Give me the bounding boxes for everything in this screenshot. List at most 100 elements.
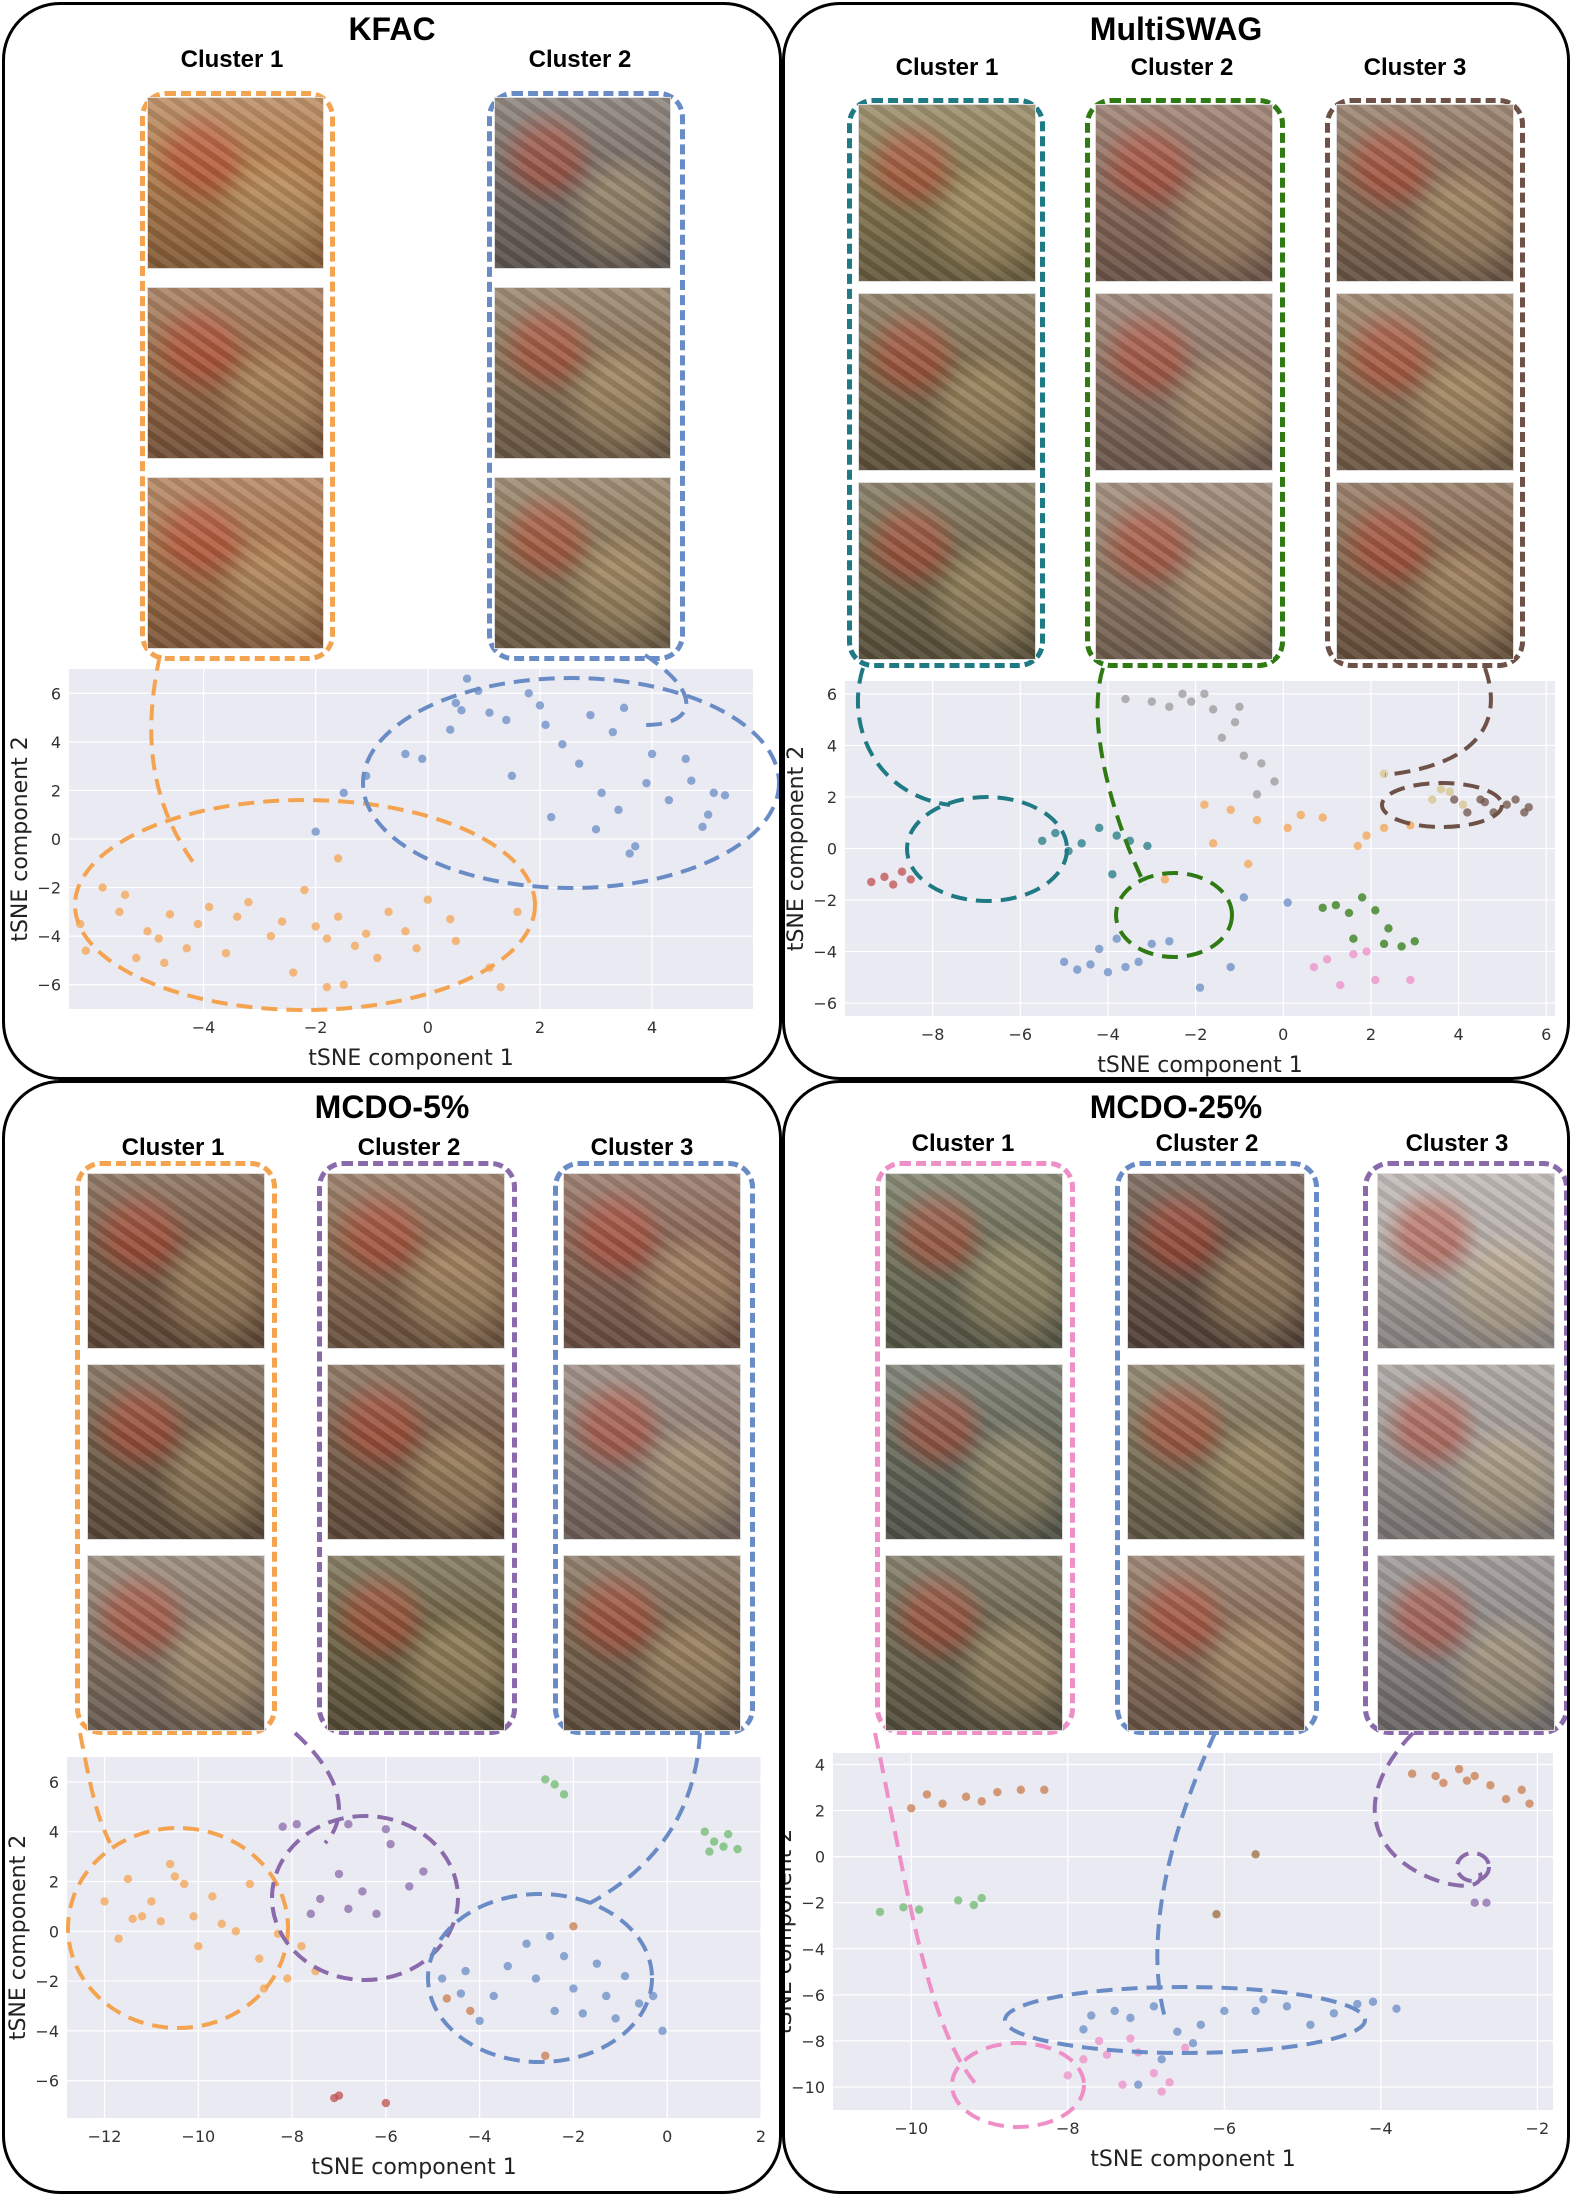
scatter-point — [541, 1775, 550, 1784]
cluster-1-frame — [75, 1161, 277, 1735]
scatter-point — [231, 1927, 241, 1936]
scatter-plot-mcdo-5: −12 −10 −8 −6 −4 −2 0 2 6 4 2 0 −2 −4 −6 tSNE component… — [6, 1731, 766, 2180]
scatter-point — [1086, 960, 1095, 969]
cluster-3-frame — [1325, 98, 1525, 668]
cluster-2-frame — [317, 1161, 517, 1735]
y-tick-label: 2 — [51, 781, 61, 800]
scatter-point — [545, 1932, 555, 1941]
scatter-point — [120, 890, 130, 900]
scatter-point — [193, 919, 203, 929]
scatter-point — [1077, 839, 1086, 848]
cluster-image — [494, 97, 671, 269]
cluster-image — [327, 1364, 505, 1540]
x-tick-label: −12 — [88, 2127, 122, 2146]
scatter-point — [1362, 947, 1371, 956]
y-axis-label: tSNE component 2 — [6, 1835, 31, 2040]
y-tick-label: −2 — [801, 1894, 825, 1913]
scatter-point — [914, 1905, 924, 1914]
scatter-point — [875, 1907, 885, 1917]
scatter-point — [687, 776, 696, 785]
scatter-point — [132, 953, 141, 963]
scatter-point — [1501, 1794, 1511, 1804]
y-tick-label: 0 — [815, 1848, 825, 1867]
cluster-image — [1336, 482, 1514, 660]
scatter-point — [1431, 1771, 1440, 1781]
scatter-point — [541, 2051, 550, 2060]
cluster-ellipse — [905, 795, 1069, 903]
cluster-ellipse — [73, 798, 537, 1012]
scatter-point — [1087, 2011, 1096, 2020]
cluster-2-frame — [1115, 1161, 1319, 1735]
cluster-ellipse — [426, 1892, 654, 2064]
cluster-image — [494, 477, 671, 649]
scatter-point — [522, 1939, 531, 1948]
y-tick-label: 0 — [49, 1922, 59, 1941]
scatter-point — [297, 1942, 306, 1951]
scatter-point — [664, 795, 674, 805]
scatter-point — [1165, 702, 1174, 711]
scatter-point — [1392, 2004, 1401, 2013]
scatter-point — [531, 1974, 541, 1983]
scatter-point — [446, 725, 455, 734]
scatter-point — [1147, 697, 1156, 706]
scatter-point — [578, 2009, 588, 2018]
scatter-point — [350, 941, 360, 951]
scatter-point — [1226, 805, 1235, 815]
scatter-point — [311, 922, 320, 931]
cluster-label: Cluster 2 — [528, 46, 632, 73]
x-tick-label: −10 — [894, 2119, 928, 2138]
cluster-connector — [293, 1731, 341, 1845]
scatter-point — [719, 1842, 728, 1851]
y-tick-label: −4 — [35, 2022, 59, 2041]
cluster-2-frame — [487, 91, 685, 661]
scatter-point — [322, 982, 332, 992]
scatter-point — [723, 1829, 733, 1839]
scatter-point — [1188, 2039, 1198, 2048]
scatter-point — [938, 1799, 947, 1808]
y-tick-label: −6 — [37, 976, 61, 995]
scatter-point — [194, 1942, 203, 1951]
scatter-point — [625, 849, 634, 858]
scatter-point — [611, 2014, 620, 2023]
y-tick-label: −10 — [791, 2078, 825, 2097]
y-tick-label: 6 — [51, 684, 61, 703]
scatter-point — [461, 1966, 470, 1976]
scatter-point — [954, 1896, 963, 1905]
scatter-point — [1200, 689, 1209, 699]
y-tick-label: −2 — [813, 891, 837, 910]
scatter-point — [278, 1822, 287, 1831]
scatter-point — [1143, 841, 1152, 851]
scatter-point — [165, 910, 175, 919]
scatter-point — [1349, 949, 1358, 959]
cluster-ellipse — [66, 1826, 290, 2030]
y-tick-label: 0 — [827, 840, 837, 859]
scatter-point — [1470, 1771, 1479, 1781]
scatter-point — [1180, 2043, 1190, 2053]
scatter-point — [1112, 934, 1121, 943]
cluster-1-frame — [847, 98, 1045, 668]
y-tick-label: −4 — [37, 927, 61, 946]
scatter-point — [154, 934, 163, 943]
scatter-point — [457, 706, 466, 715]
cluster-image — [1095, 482, 1273, 660]
cluster-ellipse — [1455, 1851, 1491, 1883]
scatter-point — [1187, 697, 1196, 706]
scatter-point — [1118, 2080, 1127, 2089]
scatter-point — [558, 740, 567, 749]
scatter-point — [634, 1999, 644, 2008]
panel-title: MCDO-25% — [1089, 1089, 1263, 1125]
scatter-point — [1126, 2034, 1135, 2043]
scatter-point — [221, 948, 231, 958]
cluster-label: Cluster 1 — [180, 46, 284, 73]
x-tick-label: −6 — [374, 2127, 398, 2146]
x-tick-label: −2 — [1526, 2119, 1550, 2138]
scatter-point — [1270, 777, 1279, 786]
scatter-point — [446, 914, 455, 924]
scatter-point — [1121, 694, 1130, 704]
scatter-point — [681, 754, 690, 764]
scatter-point — [204, 902, 214, 912]
x-tick-label: −4 — [1096, 1025, 1120, 1044]
cluster-ellipse — [1380, 781, 1504, 829]
cluster-image — [858, 104, 1036, 282]
scatter-point — [1212, 1910, 1221, 1919]
